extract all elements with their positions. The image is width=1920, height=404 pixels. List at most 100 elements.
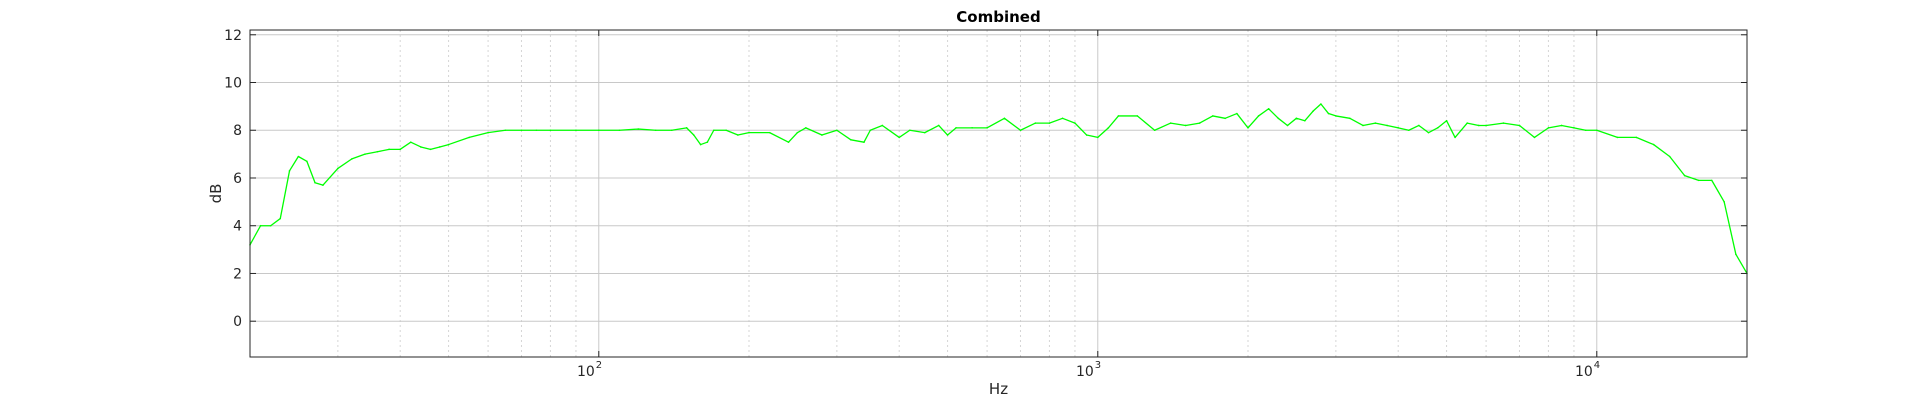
- data-point: [468, 136, 471, 139]
- data-point: [1362, 124, 1364, 127]
- data-point: [1327, 112, 1330, 115]
- data-point: [1224, 117, 1226, 120]
- data-point: [1211, 115, 1214, 117]
- data-point: [1652, 143, 1655, 146]
- data-point: [1668, 155, 1671, 158]
- data-point: [1560, 124, 1563, 127]
- data-point: [1117, 115, 1120, 117]
- data-point: [946, 134, 949, 136]
- x-tick-label: 10 4: [1575, 360, 1600, 380]
- data-point: [923, 131, 926, 134]
- data-point: [351, 158, 353, 160]
- data-point: [337, 167, 339, 170]
- data-point: [1019, 129, 1022, 132]
- data-point: [1735, 253, 1737, 256]
- data-point: [863, 141, 865, 143]
- data-point: [986, 127, 988, 129]
- data-point: [654, 129, 657, 132]
- data-point: [314, 181, 316, 184]
- data-point: [1427, 131, 1430, 134]
- plot-frame: [249, 29, 1748, 358]
- data-point: [1616, 136, 1619, 139]
- data-point: [737, 134, 739, 136]
- data-point: [1547, 127, 1550, 129]
- data-point: [1153, 129, 1156, 132]
- data-point: [670, 129, 673, 132]
- data-point: [535, 129, 538, 132]
- data-point: [1418, 124, 1420, 127]
- data-point: [1445, 119, 1448, 122]
- data-point: [1295, 117, 1298, 120]
- data-point: [881, 124, 884, 127]
- data-point: [1710, 179, 1713, 182]
- data-point: [955, 127, 957, 129]
- data-point: [575, 129, 577, 132]
- data-point: [520, 129, 523, 132]
- data-point: [850, 138, 852, 141]
- data-point: [376, 150, 379, 153]
- data-point: [618, 129, 621, 132]
- data-point: [1584, 129, 1587, 132]
- x-tick-base: 10: [577, 364, 595, 380]
- data-point: [1454, 136, 1456, 139]
- data-point: [692, 134, 695, 136]
- data-point: [685, 127, 688, 129]
- data-point: [1349, 117, 1351, 120]
- data-point: [1466, 122, 1469, 124]
- data-point: [306, 160, 308, 163]
- data-point: [821, 134, 823, 136]
- data-point: [1085, 134, 1088, 136]
- y-axis-label: dB: [207, 184, 225, 204]
- data-point: [1304, 119, 1306, 122]
- data-point: [1335, 115, 1337, 117]
- data-point: [699, 143, 702, 146]
- y-tick-label: 8: [233, 123, 242, 139]
- data-point: [1034, 122, 1037, 124]
- data-point: [796, 131, 799, 134]
- data-point: [725, 129, 727, 132]
- data-point: [429, 148, 432, 151]
- data-point: [1257, 115, 1260, 117]
- data-point: [712, 129, 715, 132]
- data-point: [971, 127, 973, 129]
- x-tick-base: 10: [1575, 364, 1593, 380]
- data-point: [1048, 122, 1051, 124]
- grid: [250, 30, 1747, 357]
- data-point: [269, 224, 272, 227]
- data-point: [1107, 127, 1110, 129]
- data-point: [1286, 124, 1289, 127]
- y-tick-label: 6: [233, 171, 242, 187]
- data-point: [706, 141, 709, 143]
- data-point: [1397, 127, 1400, 129]
- data-point: [288, 170, 291, 172]
- data-point: [279, 217, 282, 220]
- data-point: [409, 141, 412, 143]
- data-point: [438, 146, 441, 148]
- y-tick-label: 4: [233, 219, 242, 235]
- data-point: [1386, 124, 1388, 127]
- data-point: [322, 184, 324, 186]
- data-point: [637, 128, 640, 130]
- data-point: [1635, 136, 1638, 139]
- data-point: [1573, 127, 1575, 129]
- data-point: [1533, 136, 1536, 139]
- data-point: [805, 127, 807, 129]
- chart-title: Combined: [956, 8, 1040, 26]
- data-point: [1184, 124, 1187, 127]
- data-point: [1074, 122, 1076, 124]
- data-point: [1096, 136, 1099, 139]
- data-point: [364, 153, 366, 155]
- x-tick-exponent: 2: [596, 360, 602, 371]
- data-point: [487, 131, 489, 134]
- data-point: [1277, 117, 1280, 120]
- data-point: [1595, 129, 1598, 132]
- data-point: [1477, 124, 1480, 127]
- x-tick-exponent: 4: [1594, 360, 1600, 371]
- data-point: [1169, 122, 1172, 124]
- y-tick-label: 10: [224, 76, 242, 92]
- data-point: [1267, 107, 1270, 110]
- y-tick-label: 0: [233, 314, 242, 330]
- data-point: [388, 148, 390, 151]
- data-point: [748, 131, 750, 134]
